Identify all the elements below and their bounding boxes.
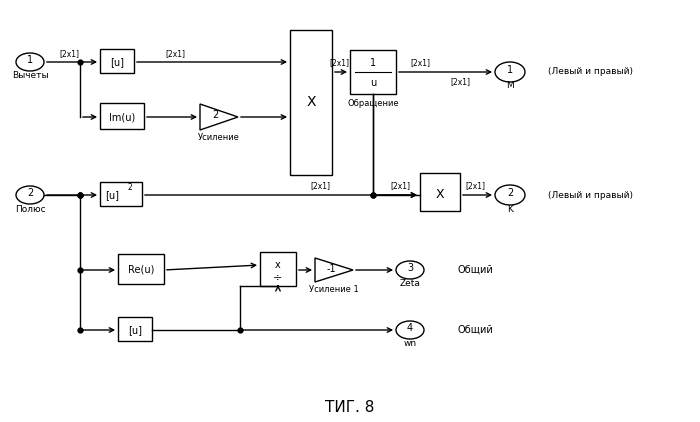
- Text: Усиление: Усиление: [198, 133, 240, 141]
- Bar: [100, 103, 144, 129]
- Text: 1: 1: [507, 65, 513, 75]
- Text: ÷: ÷: [273, 272, 283, 282]
- Text: Обращение: Обращение: [347, 98, 399, 108]
- Bar: [100, 49, 134, 73]
- Bar: [118, 317, 152, 341]
- Bar: [420, 173, 460, 211]
- Text: 4: 4: [407, 323, 413, 333]
- Text: Re(u): Re(u): [128, 265, 154, 275]
- Ellipse shape: [495, 62, 525, 82]
- Polygon shape: [200, 104, 238, 130]
- Text: (Левый и правый): (Левый и правый): [547, 190, 633, 200]
- Text: ΤИГ. 8: ΤИГ. 8: [326, 400, 374, 416]
- Text: [2x1]: [2x1]: [59, 49, 79, 59]
- Text: X: X: [435, 189, 444, 201]
- Text: K: K: [507, 205, 513, 214]
- Text: [u]: [u]: [110, 57, 124, 67]
- Text: 3: 3: [407, 263, 413, 273]
- Text: (Левый и правый): (Левый и правый): [547, 68, 633, 76]
- Text: u: u: [370, 78, 376, 88]
- Text: 2: 2: [27, 188, 33, 198]
- Text: [2x1]: [2x1]: [329, 59, 349, 68]
- Ellipse shape: [16, 186, 44, 204]
- Bar: [118, 254, 164, 284]
- Text: -1: -1: [326, 264, 336, 274]
- Text: 1: 1: [27, 55, 33, 65]
- Text: Усиление 1: Усиление 1: [309, 286, 359, 295]
- Text: wn: wn: [403, 340, 416, 349]
- Text: [2x1]: [2x1]: [390, 181, 410, 190]
- Ellipse shape: [16, 53, 44, 71]
- Bar: [290, 30, 332, 175]
- Bar: [260, 252, 296, 286]
- Text: Полюс: Полюс: [15, 205, 46, 214]
- Text: 2: 2: [127, 182, 132, 192]
- Bar: [350, 50, 396, 94]
- Text: Im(u): Im(u): [109, 112, 135, 122]
- Text: 1: 1: [370, 58, 376, 68]
- Ellipse shape: [396, 321, 424, 339]
- Polygon shape: [315, 258, 353, 282]
- Text: x: x: [275, 260, 281, 270]
- Text: [u]: [u]: [128, 325, 142, 335]
- Text: [2x1]: [2x1]: [465, 181, 485, 190]
- Ellipse shape: [396, 261, 424, 279]
- Text: Общий: Общий: [457, 325, 493, 335]
- Text: X: X: [307, 95, 316, 109]
- Text: Общий: Общий: [457, 265, 493, 275]
- Bar: [100, 182, 142, 206]
- Text: Zeta: Zeta: [400, 279, 421, 289]
- Text: Вычеты: Вычеты: [12, 71, 48, 81]
- Text: M: M: [506, 81, 514, 90]
- Text: [u]: [u]: [105, 190, 119, 200]
- Text: [2x1]: [2x1]: [165, 49, 185, 59]
- Text: [2x1]: [2x1]: [310, 181, 330, 190]
- Text: 2: 2: [507, 188, 513, 198]
- Text: [2x1]: [2x1]: [450, 78, 470, 87]
- Ellipse shape: [495, 185, 525, 205]
- Text: 2: 2: [212, 110, 218, 120]
- Text: [2x1]: [2x1]: [410, 59, 430, 68]
